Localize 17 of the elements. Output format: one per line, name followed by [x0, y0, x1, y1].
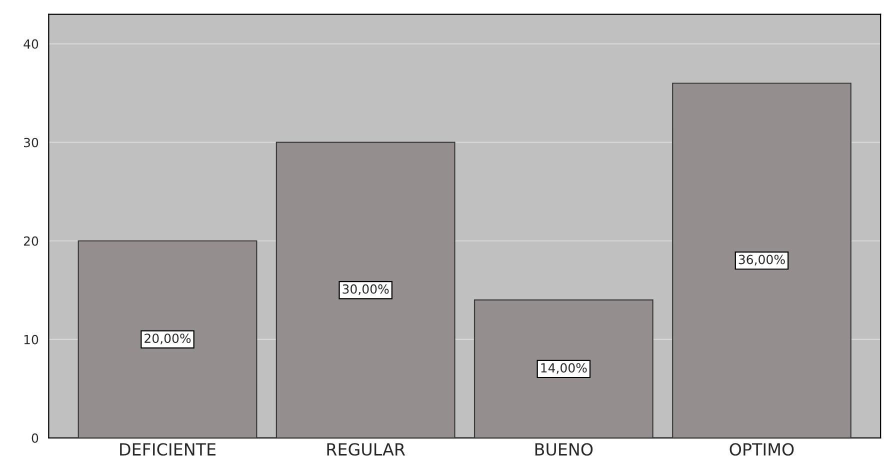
y-tick-label: 30: [24, 138, 38, 148]
data-label: 20,00%: [144, 334, 191, 344]
bar: [276, 142, 456, 438]
y-tick-label: 10: [24, 334, 38, 344]
x-tick-label: BUENO: [535, 443, 593, 456]
data-label: 30,00%: [342, 284, 389, 296]
data-label: 36,00%: [738, 254, 785, 266]
x-tick-label: REGULAR: [327, 443, 406, 456]
bar: [672, 82, 852, 438]
y-tick-label: 0: [32, 433, 38, 443]
y-tick-label: 20: [24, 236, 38, 246]
x-tick-label: DEFICIENTE: [120, 443, 216, 456]
bar: [78, 240, 258, 438]
data-label: 14,00%: [541, 363, 587, 374]
y-tick-label: 40: [24, 39, 38, 49]
bar: [474, 299, 654, 438]
x-tick-label: OPTIMO: [730, 443, 794, 456]
